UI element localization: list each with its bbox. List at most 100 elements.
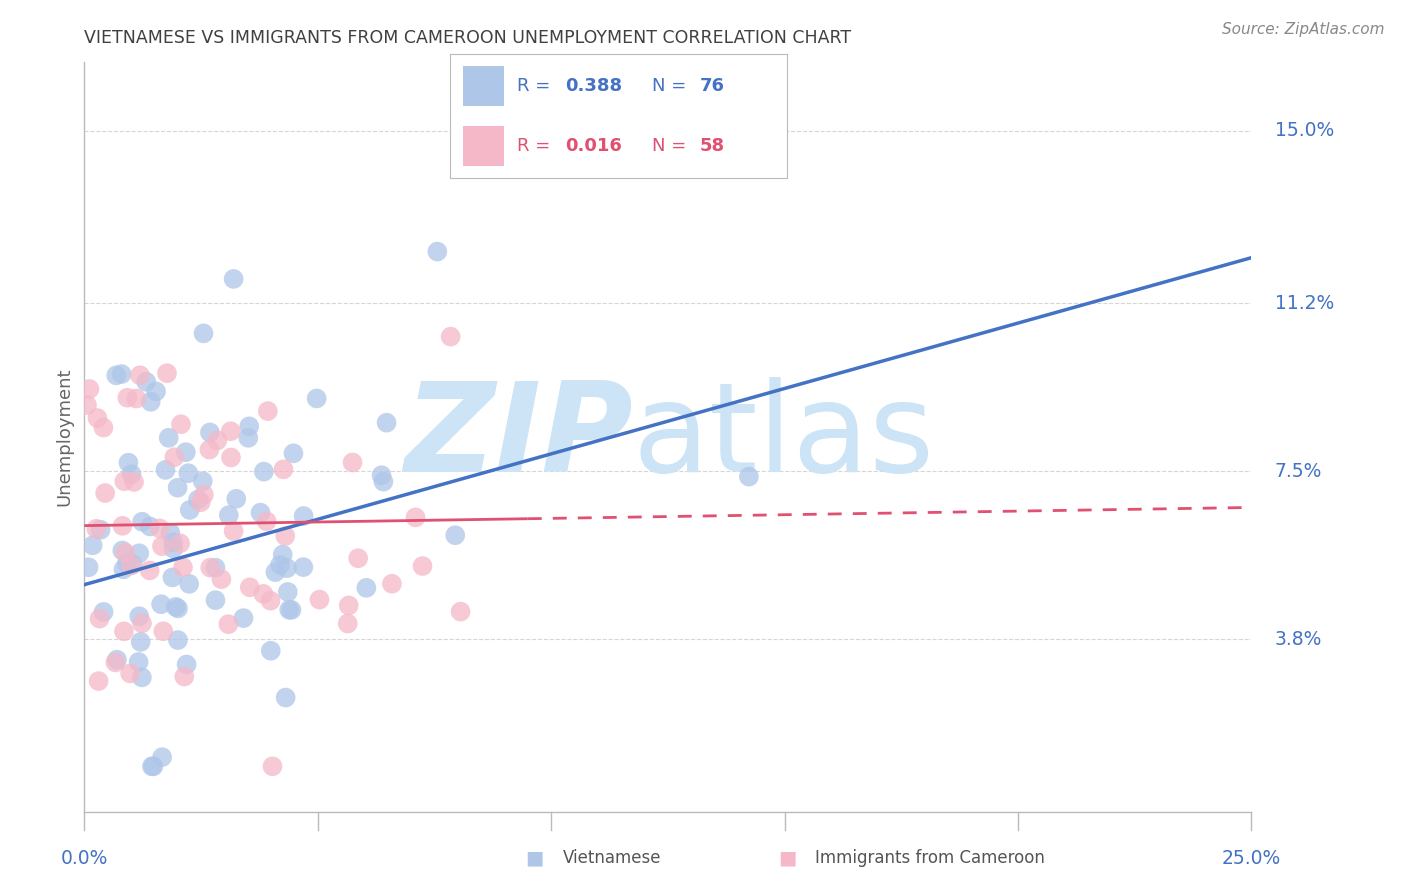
- Text: 3.8%: 3.8%: [1275, 630, 1322, 648]
- Point: [152, 624, 174, 639]
- Text: 0.0%: 0.0%: [60, 849, 108, 868]
- Point: [222, 272, 245, 286]
- Point: [232, 611, 254, 625]
- FancyBboxPatch shape: [464, 66, 503, 106]
- Text: Vietnamese: Vietnamese: [562, 849, 661, 867]
- Point: [278, 603, 301, 617]
- Point: [260, 644, 283, 658]
- Point: [177, 467, 200, 481]
- Point: [117, 391, 139, 405]
- Point: [150, 750, 173, 764]
- Point: [269, 558, 291, 572]
- Point: [305, 392, 328, 406]
- Point: [112, 624, 135, 639]
- Point: [155, 463, 177, 477]
- Point: [125, 392, 148, 406]
- Text: 11.2%: 11.2%: [1275, 293, 1334, 312]
- Point: [117, 456, 139, 470]
- Point: [308, 592, 330, 607]
- Point: [135, 375, 157, 389]
- Point: [104, 656, 127, 670]
- Point: [145, 384, 167, 399]
- Point: [82, 538, 104, 552]
- Text: 58: 58: [700, 137, 724, 155]
- Point: [128, 655, 150, 669]
- Point: [204, 560, 226, 574]
- Point: [115, 557, 138, 571]
- Point: [86, 522, 108, 536]
- Text: N =: N =: [652, 137, 692, 155]
- Point: [280, 603, 302, 617]
- Point: [131, 515, 153, 529]
- Point: [128, 546, 150, 560]
- Point: [373, 475, 395, 489]
- Y-axis label: Unemployment: Unemployment: [55, 368, 73, 507]
- Point: [347, 551, 370, 566]
- Point: [86, 411, 108, 425]
- Point: [218, 508, 240, 523]
- Point: [375, 416, 398, 430]
- Point: [264, 565, 287, 579]
- Point: [121, 558, 143, 572]
- Point: [141, 759, 163, 773]
- Point: [292, 509, 315, 524]
- Point: [94, 486, 117, 500]
- Point: [139, 519, 162, 533]
- Point: [93, 420, 115, 434]
- Point: [131, 670, 153, 684]
- Point: [283, 446, 305, 460]
- Point: [172, 560, 194, 574]
- Point: [149, 521, 172, 535]
- Point: [238, 431, 260, 445]
- Point: [444, 528, 467, 542]
- Point: [252, 587, 274, 601]
- Point: [162, 541, 184, 556]
- Point: [111, 367, 134, 381]
- Point: [217, 617, 239, 632]
- Point: [128, 609, 150, 624]
- Point: [112, 562, 135, 576]
- Text: ■: ■: [524, 848, 544, 868]
- Point: [166, 481, 188, 495]
- Point: [381, 576, 404, 591]
- Point: [257, 404, 280, 418]
- Point: [111, 518, 134, 533]
- Point: [105, 653, 128, 667]
- Point: [89, 612, 111, 626]
- Point: [249, 506, 271, 520]
- Point: [139, 394, 162, 409]
- Point: [79, 382, 101, 396]
- Point: [204, 593, 226, 607]
- Point: [162, 535, 184, 549]
- Point: [114, 545, 136, 559]
- Point: [198, 425, 221, 440]
- Text: 7.5%: 7.5%: [1275, 462, 1322, 481]
- Point: [239, 580, 262, 594]
- Point: [150, 597, 173, 611]
- Point: [219, 450, 242, 465]
- Point: [165, 599, 187, 614]
- Point: [370, 468, 392, 483]
- Point: [405, 510, 427, 524]
- Point: [90, 523, 112, 537]
- Point: [336, 616, 359, 631]
- Point: [157, 431, 180, 445]
- Point: [356, 581, 378, 595]
- Point: [142, 759, 165, 773]
- Point: [129, 635, 152, 649]
- Text: ZIP: ZIP: [404, 376, 633, 498]
- Point: [173, 669, 195, 683]
- Point: [129, 368, 152, 383]
- Point: [162, 570, 184, 584]
- Point: [271, 548, 294, 562]
- Point: [179, 577, 201, 591]
- Point: [138, 564, 160, 578]
- Text: 15.0%: 15.0%: [1275, 121, 1334, 140]
- Point: [219, 424, 242, 438]
- Point: [238, 419, 260, 434]
- Text: N =: N =: [652, 77, 692, 95]
- Point: [190, 495, 212, 509]
- Point: [256, 514, 278, 528]
- Point: [198, 442, 221, 457]
- Point: [169, 536, 191, 550]
